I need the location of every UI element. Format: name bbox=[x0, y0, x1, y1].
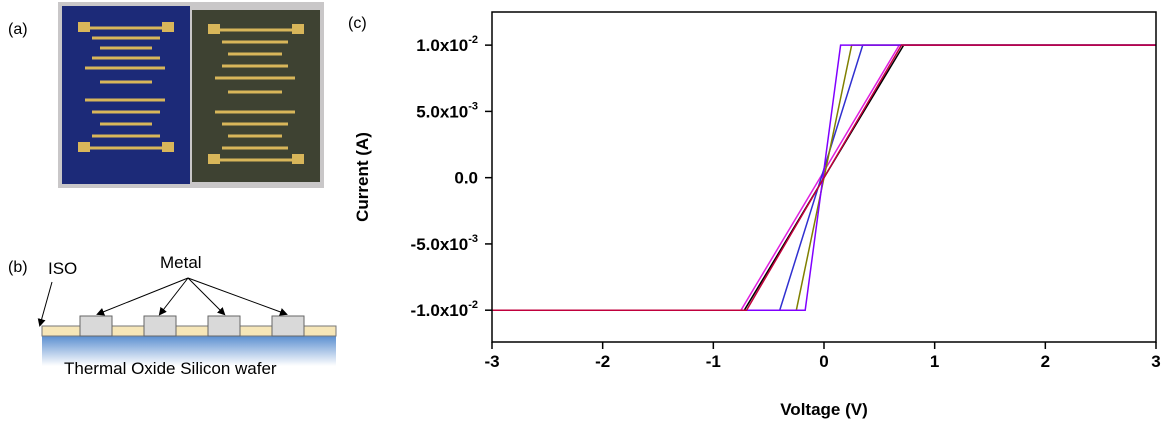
y-axis-label: Current (A) bbox=[353, 132, 372, 222]
y-tick-mantissa: 0.0 bbox=[454, 169, 478, 188]
x-tick-label: 3 bbox=[1151, 352, 1160, 371]
device-diagram bbox=[37, 277, 337, 366]
panel-label: (a) bbox=[8, 21, 28, 38]
y-tick-mantissa: 5.0x10 bbox=[416, 102, 468, 121]
y-tick-exponent: -3 bbox=[468, 100, 478, 112]
x-tick-label: -3 bbox=[484, 352, 499, 371]
y-tick-label: 1.0x10-2 bbox=[416, 34, 478, 55]
y-tick-exponent: -2 bbox=[468, 299, 478, 311]
substrate-label: Thermal Oxide Silicon wafer bbox=[64, 359, 277, 378]
panel-label: (b) bbox=[8, 259, 28, 276]
y-tick-label: 5.0x10-3 bbox=[416, 100, 478, 121]
x-tick-label: 1 bbox=[930, 352, 939, 371]
x-axis-label: Voltage (V) bbox=[780, 400, 868, 419]
x-tick-label: -2 bbox=[595, 352, 610, 371]
y-tick-mantissa: 1.0x10 bbox=[416, 36, 468, 55]
iso-label: ISO bbox=[48, 259, 77, 278]
y-tick-label: -5.0x10-3 bbox=[411, 233, 478, 254]
y-tick-exponent: -3 bbox=[468, 233, 478, 245]
panel-label: (c) bbox=[348, 15, 367, 32]
x-tick-label: -1 bbox=[706, 352, 721, 371]
y-tick-mantissa: -5.0x10 bbox=[411, 235, 469, 254]
x-tick-label: 0 bbox=[819, 352, 828, 371]
y-tick-label: 0.0 bbox=[454, 169, 478, 188]
y-tick-mantissa: -1.0x10 bbox=[411, 301, 469, 320]
photo bbox=[58, 2, 324, 188]
y-tick-label: -1.0x10-2 bbox=[411, 299, 478, 320]
iv-curve bbox=[492, 44, 1156, 311]
y-tick-exponent: -2 bbox=[468, 34, 478, 46]
x-tick-label: 2 bbox=[1041, 352, 1050, 371]
metal-label: Metal bbox=[160, 253, 202, 272]
